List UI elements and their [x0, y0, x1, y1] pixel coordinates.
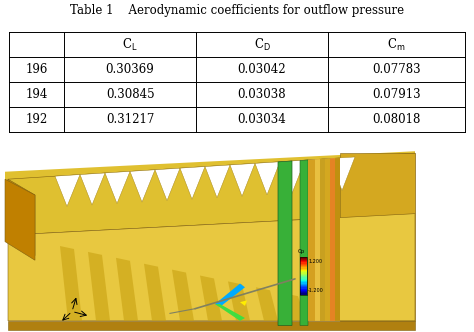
- Bar: [300, 260, 307, 261]
- Bar: [300, 275, 307, 276]
- Bar: [300, 287, 307, 289]
- Polygon shape: [60, 246, 82, 321]
- Text: 0.08018: 0.08018: [372, 113, 420, 126]
- Polygon shape: [330, 158, 335, 321]
- Polygon shape: [172, 270, 194, 321]
- Polygon shape: [335, 158, 340, 321]
- Polygon shape: [340, 153, 415, 321]
- Bar: [300, 257, 307, 259]
- Bar: [300, 259, 307, 260]
- Polygon shape: [228, 282, 250, 321]
- Polygon shape: [315, 159, 320, 321]
- Polygon shape: [155, 168, 180, 201]
- Polygon shape: [144, 264, 166, 321]
- Polygon shape: [130, 170, 155, 202]
- Bar: [300, 284, 307, 285]
- Polygon shape: [105, 171, 130, 204]
- Polygon shape: [312, 299, 334, 321]
- Bar: [300, 270, 307, 271]
- Polygon shape: [325, 159, 330, 321]
- Text: 0.07783: 0.07783: [372, 63, 420, 76]
- Bar: [300, 267, 307, 269]
- Bar: [300, 293, 307, 295]
- Polygon shape: [215, 304, 245, 321]
- Text: Table 1    Aerodynamic coefficients for outflow pressure: Table 1 Aerodynamic coefficients for out…: [70, 4, 404, 17]
- Polygon shape: [8, 153, 415, 235]
- Text: 0.03042: 0.03042: [238, 63, 286, 76]
- Polygon shape: [300, 160, 308, 325]
- Bar: [300, 282, 307, 284]
- Bar: [300, 269, 307, 270]
- Polygon shape: [88, 252, 110, 321]
- Bar: [300, 264, 307, 265]
- Text: 0.30845: 0.30845: [106, 88, 155, 101]
- Bar: [300, 271, 307, 272]
- Polygon shape: [255, 162, 280, 195]
- Polygon shape: [180, 167, 205, 199]
- Polygon shape: [5, 179, 35, 260]
- Polygon shape: [116, 258, 138, 321]
- Text: 0.31217: 0.31217: [106, 113, 154, 126]
- Polygon shape: [5, 151, 415, 229]
- Polygon shape: [330, 157, 355, 191]
- Text: Cp: Cp: [298, 249, 305, 254]
- Text: 0.30369: 0.30369: [106, 63, 155, 76]
- Bar: [300, 279, 307, 280]
- Bar: [300, 289, 307, 290]
- Text: 1.200: 1.200: [308, 259, 322, 264]
- Bar: [300, 272, 307, 274]
- Text: C$_{\mathrm{D}}$: C$_{\mathrm{D}}$: [254, 37, 271, 53]
- Bar: [300, 276, 307, 277]
- Bar: [300, 286, 307, 287]
- Polygon shape: [305, 159, 330, 192]
- Bar: [300, 257, 307, 295]
- Bar: [300, 262, 307, 264]
- Bar: [300, 292, 307, 293]
- Bar: [300, 266, 307, 267]
- Bar: [300, 265, 307, 266]
- Polygon shape: [240, 300, 247, 306]
- Text: 192: 192: [26, 113, 48, 126]
- Text: 0.03034: 0.03034: [237, 113, 286, 126]
- Bar: [300, 280, 307, 281]
- Polygon shape: [280, 160, 305, 194]
- Text: C$_{\mathrm{L}}$: C$_{\mathrm{L}}$: [122, 37, 138, 53]
- Polygon shape: [330, 158, 335, 321]
- Polygon shape: [200, 276, 222, 321]
- Polygon shape: [284, 293, 306, 321]
- Bar: [300, 277, 307, 279]
- Polygon shape: [205, 165, 230, 198]
- Polygon shape: [8, 214, 415, 321]
- Polygon shape: [80, 173, 105, 205]
- Bar: [300, 261, 307, 262]
- Text: 196: 196: [26, 63, 48, 76]
- Polygon shape: [320, 159, 325, 321]
- Polygon shape: [55, 175, 80, 207]
- Polygon shape: [278, 161, 292, 325]
- Polygon shape: [215, 284, 245, 307]
- Polygon shape: [308, 158, 340, 321]
- Text: 0.03038: 0.03038: [238, 88, 286, 101]
- Polygon shape: [230, 163, 255, 196]
- Text: 0.07913: 0.07913: [372, 88, 420, 101]
- Text: 194: 194: [26, 88, 48, 101]
- Polygon shape: [8, 179, 35, 256]
- Bar: [300, 274, 307, 275]
- Bar: [300, 281, 307, 282]
- Polygon shape: [8, 321, 415, 330]
- Bar: [300, 291, 307, 292]
- Bar: [300, 285, 307, 286]
- Text: C$_{\mathrm{m}}$: C$_{\mathrm{m}}$: [387, 37, 405, 53]
- Text: -1.200: -1.200: [308, 288, 324, 293]
- Bar: [300, 290, 307, 291]
- Polygon shape: [256, 287, 278, 321]
